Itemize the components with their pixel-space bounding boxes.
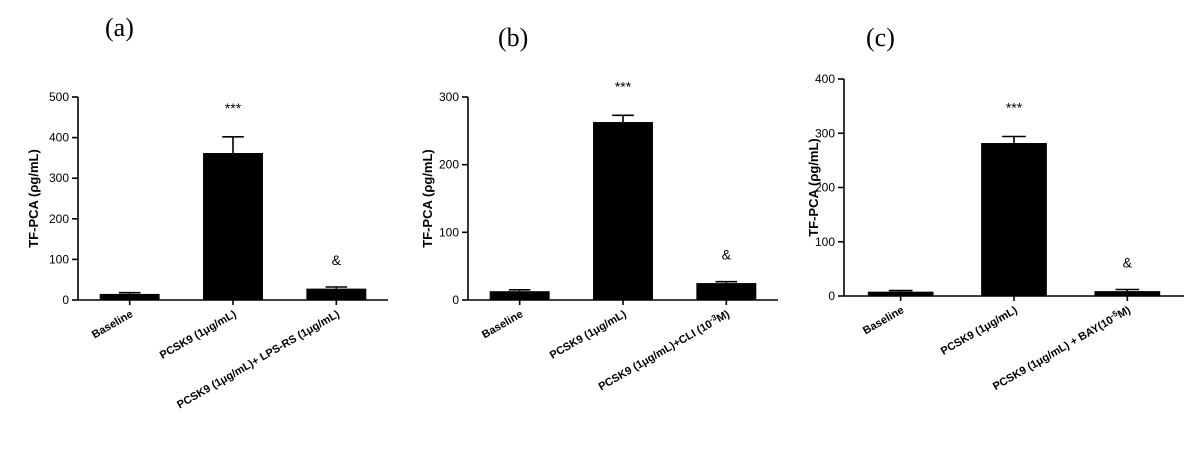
y-tick-label: 200 — [439, 158, 459, 172]
chart-panel: (b) TF-PCA (ρg/mL) 0 100 200 300 Baseline *** PC… — [420, 23, 778, 393]
y-tick-label: 100 — [815, 235, 835, 249]
y-tick-label: 0 — [452, 293, 459, 307]
chart-panel: (c) TF-PCA (ρg/mL) 0 100 200 300 400 Baseline **… — [806, 23, 1184, 393]
bar — [306, 288, 367, 300]
panel-label: (c) — [866, 23, 895, 52]
x-tick-label: Baseline — [480, 308, 525, 341]
bar — [1094, 291, 1161, 296]
y-tick-label: 100 — [49, 252, 69, 266]
x-tick-label: Baseline — [861, 304, 906, 337]
bar — [867, 291, 934, 296]
panel-label: (b) — [498, 23, 528, 52]
bar — [593, 122, 653, 300]
x-tick-label: Baseline — [90, 308, 135, 341]
y-tick-label: 300 — [815, 126, 835, 140]
x-tick-label: PCSK9 (1μg/mL) — [548, 308, 629, 362]
x-tick-label: PCSK9 (1μg/mL) — [939, 304, 1020, 358]
bar — [203, 153, 263, 300]
y-axis-title: TF-PCA (ρg/mL) — [806, 138, 821, 237]
y-tick-label: 200 — [815, 181, 835, 195]
significance-marker: & — [1123, 254, 1133, 270]
y-tick-label: 200 — [49, 212, 69, 226]
bar — [981, 143, 1047, 296]
y-tick-label: 400 — [49, 131, 69, 145]
bar — [99, 293, 160, 300]
y-tick-label: 0 — [62, 293, 69, 307]
x-tick-label: PCSK9 (1μg/mL) — [158, 308, 239, 362]
y-tick-label: 100 — [439, 225, 459, 239]
chart-panel: (a) TF-PCA (ρg/mL) 0 100 200 300 400 500 Baselin… — [26, 13, 388, 411]
y-tick-label: 500 — [49, 90, 69, 104]
y-tick-label: 300 — [49, 171, 69, 185]
significance-marker: *** — [1006, 100, 1023, 116]
x-tick-label: PCSK9 (1μg/mL)+ LPS-RS (1μg/mL) — [175, 308, 342, 411]
significance-marker: *** — [225, 100, 242, 116]
bar — [696, 283, 757, 300]
y-tick-label: 300 — [439, 90, 459, 104]
y-axis-title: TF-PCA (ρg/mL) — [26, 149, 41, 248]
y-axis-title: TF-PCA (ρg/mL) — [420, 149, 435, 248]
significance-marker: *** — [615, 78, 632, 94]
y-tick-label: 0 — [828, 289, 835, 303]
panel-label: (a) — [105, 13, 134, 42]
y-tick-label: 400 — [815, 72, 835, 86]
significance-marker: & — [332, 252, 342, 268]
significance-marker: & — [722, 247, 732, 263]
bar — [489, 291, 550, 300]
